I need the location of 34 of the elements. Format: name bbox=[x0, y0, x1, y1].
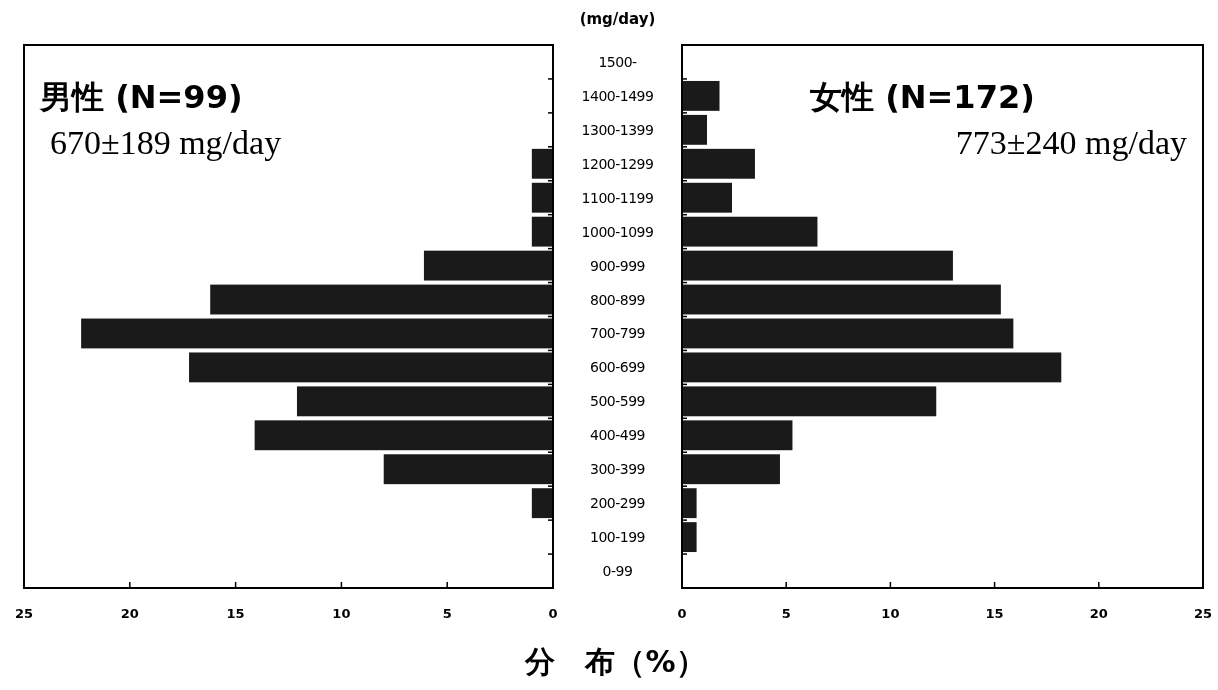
y-tick-label: 0-99 bbox=[602, 563, 633, 580]
annotation: 男性 (N=99) bbox=[39, 78, 243, 116]
x-tick-label: 5 bbox=[781, 606, 791, 621]
y-tick-label: 1000-1099 bbox=[581, 223, 654, 240]
annotation: 女性 (N=172) bbox=[809, 78, 1035, 116]
x-tick-label: 0 bbox=[548, 606, 558, 621]
y-tick-label: 100-199 bbox=[590, 529, 645, 546]
x-tick-label: 25 bbox=[1193, 606, 1213, 621]
y-tick-label: 1300-1399 bbox=[581, 121, 654, 138]
x-tick-label: 20 bbox=[1089, 606, 1108, 621]
y-tick-label: 300-399 bbox=[590, 461, 645, 478]
y-tick-label: 200-299 bbox=[590, 495, 645, 512]
y-tick-label: 900-999 bbox=[590, 257, 645, 274]
x-tick-label: 20 bbox=[120, 606, 139, 621]
y-tick-label: 400-499 bbox=[590, 427, 645, 444]
annotation: 773±240 mg/day bbox=[955, 124, 1187, 161]
x-tick-label: 0 bbox=[677, 606, 687, 621]
x-tick-label: 10 bbox=[881, 606, 900, 621]
y-tick-label: 1100-1199 bbox=[581, 189, 654, 206]
y-tick-label: 1500- bbox=[598, 53, 638, 70]
y-tick-label: 700-799 bbox=[590, 325, 645, 342]
y-tick-label: 500-599 bbox=[590, 393, 645, 410]
y-tick-label: 1400-1499 bbox=[581, 87, 654, 104]
x-tick-label: 5 bbox=[442, 606, 452, 621]
x-tick-label: 25 bbox=[14, 606, 34, 621]
x-tick-label: 15 bbox=[985, 606, 1004, 621]
x-axis-title: 分 布（%） bbox=[524, 644, 706, 679]
y-axis-title: (mg/day) bbox=[579, 10, 656, 28]
x-tick-label: 15 bbox=[226, 606, 245, 621]
y-tick-label: 1200-1299 bbox=[581, 155, 654, 172]
y-tick-label: 600-699 bbox=[590, 359, 645, 376]
y-tick-label: 800-899 bbox=[590, 291, 645, 308]
annotation: 670±189 mg/day bbox=[50, 124, 282, 161]
x-tick-label: 10 bbox=[332, 606, 351, 621]
